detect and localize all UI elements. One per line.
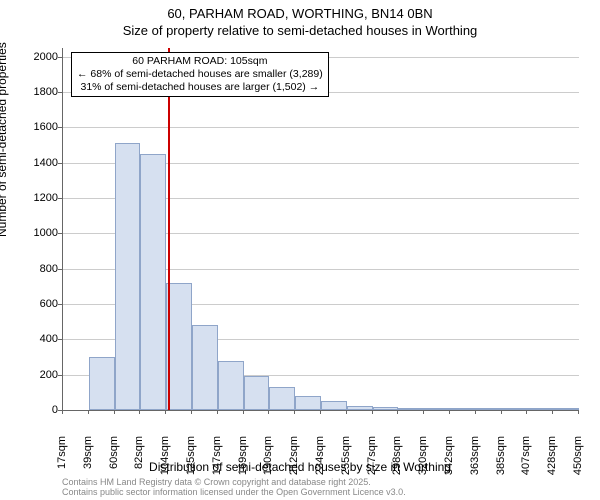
y-tick-label: 1400 — [18, 157, 58, 169]
y-tick-label: 1000 — [18, 227, 58, 239]
x-tick-mark — [397, 410, 398, 414]
y-tick-label: 800 — [18, 263, 58, 275]
x-tick-mark — [552, 410, 553, 414]
histogram-bar — [140, 154, 166, 410]
histogram-bar — [553, 408, 579, 410]
histogram-bar — [89, 357, 115, 410]
x-tick-mark — [449, 410, 450, 414]
histogram-bar — [269, 387, 295, 410]
x-tick-mark — [165, 410, 166, 414]
x-tick-mark — [526, 410, 527, 414]
histogram-bar — [115, 143, 141, 410]
x-tick-mark — [191, 410, 192, 414]
histogram-bar — [321, 401, 347, 410]
histogram-bar — [295, 396, 321, 410]
y-axis-label: Number of semi-detached properties — [0, 42, 9, 237]
x-tick-mark — [243, 410, 244, 414]
chart-container: 60, PARHAM ROAD, WORTHING, BN14 0BN Size… — [0, 0, 600, 500]
annotation-line1: 60 PARHAM ROAD: 105sqm — [77, 55, 323, 68]
x-axis-label: Distribution of semi-detached houses by … — [0, 460, 600, 474]
histogram-bar — [373, 407, 399, 410]
annotation-box: 60 PARHAM ROAD: 105sqm ← 68% of semi-det… — [71, 52, 329, 97]
histogram-bar — [398, 408, 424, 410]
x-tick-mark — [88, 410, 89, 414]
y-tick-label: 200 — [18, 369, 58, 381]
footer-credits: Contains HM Land Registry data © Crown c… — [62, 478, 406, 498]
chart-title-line2: Size of property relative to semi-detach… — [0, 23, 600, 38]
y-tick-label: 1200 — [18, 192, 58, 204]
x-tick-mark — [346, 410, 347, 414]
x-tick-mark — [114, 410, 115, 414]
y-tick-label: 600 — [18, 298, 58, 310]
histogram-bar — [218, 361, 244, 410]
y-tick-label: 2000 — [18, 51, 58, 63]
annotation-line2: ← 68% of semi-detached houses are smalle… — [77, 68, 323, 81]
histogram-bar — [502, 408, 528, 410]
x-tick-mark — [501, 410, 502, 414]
x-tick-mark — [62, 410, 63, 414]
histogram-bar — [424, 408, 450, 410]
y-tick-label: 1600 — [18, 121, 58, 133]
y-tick-label: 0 — [18, 404, 58, 416]
gridline — [63, 127, 579, 128]
x-tick-mark — [475, 410, 476, 414]
histogram-bar — [527, 408, 553, 410]
histogram-bar — [347, 406, 373, 410]
x-tick-mark — [320, 410, 321, 414]
y-tick-label: 400 — [18, 333, 58, 345]
histogram-bar — [244, 376, 270, 410]
marker-line — [168, 48, 170, 410]
plot-area: 60 PARHAM ROAD: 105sqm ← 68% of semi-det… — [62, 48, 579, 411]
footer-line2: Contains public sector information licen… — [62, 488, 406, 498]
histogram-bar — [450, 408, 476, 410]
histogram-bar — [192, 325, 218, 410]
x-tick-mark — [268, 410, 269, 414]
histogram-bar — [476, 408, 502, 410]
x-tick-mark — [139, 410, 140, 414]
x-tick-mark — [372, 410, 373, 414]
x-tick-mark — [423, 410, 424, 414]
x-tick-mark — [294, 410, 295, 414]
x-tick-mark — [578, 410, 579, 414]
x-tick-mark — [217, 410, 218, 414]
annotation-line3: 31% of semi-detached houses are larger (… — [77, 81, 323, 94]
chart-title-line1: 60, PARHAM ROAD, WORTHING, BN14 0BN — [0, 6, 600, 21]
histogram-bar — [166, 283, 192, 410]
y-tick-label: 1800 — [18, 86, 58, 98]
